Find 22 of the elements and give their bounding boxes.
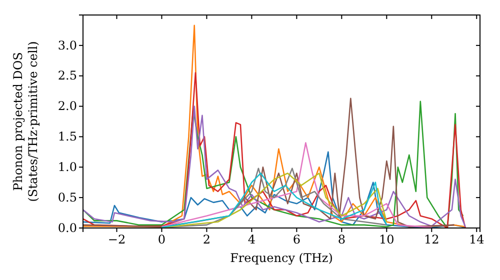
x-tick-label: 6 bbox=[292, 232, 301, 247]
line-series bbox=[83, 72, 466, 228]
x-tick-label: −2 bbox=[108, 232, 126, 247]
line-series bbox=[161, 142, 432, 228]
y-tick-label: 0.5 bbox=[58, 190, 77, 204]
x-tick-label: 8 bbox=[338, 232, 346, 247]
y-tick-label: 0.0 bbox=[58, 220, 77, 235]
line-series bbox=[83, 151, 466, 228]
x-tick-label: 14 bbox=[468, 232, 485, 247]
y-tick-label: 1.0 bbox=[58, 160, 77, 174]
y-axis-title: Phonon projected DOS (States/THz·primitive cell) bbox=[11, 41, 40, 202]
y-tick-label: 3.0 bbox=[58, 38, 77, 52]
y-tick-label: 2.0 bbox=[58, 99, 77, 114]
x-tick-label: 10 bbox=[379, 232, 394, 247]
x-tick-label: 4 bbox=[248, 232, 256, 247]
x-tick-label: 0 bbox=[158, 232, 166, 247]
x-tick-label: 2 bbox=[202, 232, 211, 247]
x-tick-label: 12 bbox=[424, 232, 440, 247]
y-tick-label: 2.5 bbox=[58, 68, 77, 83]
line-series bbox=[83, 24, 466, 228]
y-tick-label: 1.5 bbox=[58, 130, 77, 144]
x-axis-title: Frequency (THz) bbox=[230, 251, 333, 265]
